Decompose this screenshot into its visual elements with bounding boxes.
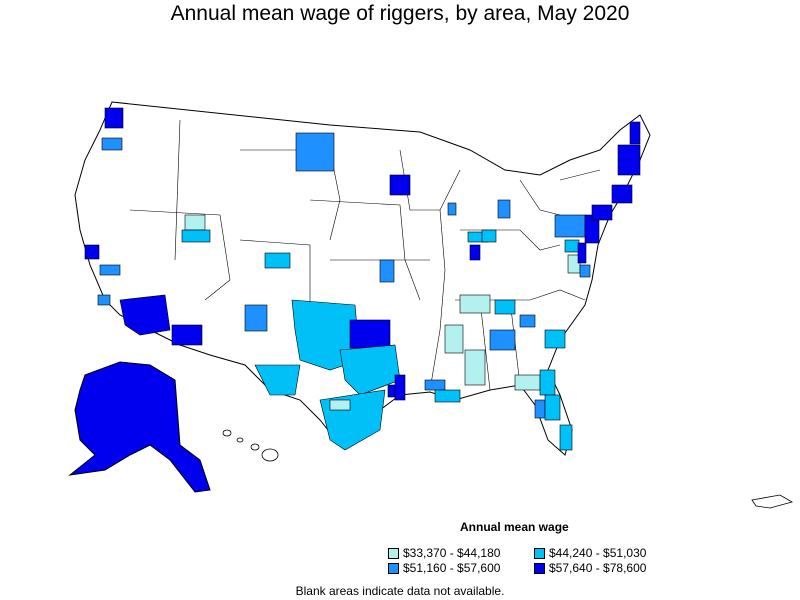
- legend-item-3: $51,160 - $57,600: [388, 561, 500, 575]
- area-sf: [84, 244, 100, 260]
- us-choropleth-map: [68, 101, 794, 509]
- area-kansas: [379, 259, 395, 283]
- area-nevada-arizona: [119, 294, 171, 336]
- legend-swatch-3: [388, 562, 399, 574]
- legend-item-4: $57,640 - $78,600: [534, 561, 646, 575]
- area-montana: [295, 132, 335, 172]
- area-tennessee-light: [459, 294, 491, 314]
- area-virginia2: [564, 239, 580, 253]
- area-florida-west: [534, 399, 546, 419]
- area-dallas: [349, 319, 391, 349]
- hawaii: [222, 429, 279, 462]
- area-portland: [101, 137, 123, 151]
- area-texas-east: [339, 344, 401, 396]
- area-seattle: [104, 107, 124, 129]
- area-jacksonville: [539, 369, 556, 396]
- area-texas-sw: [254, 364, 301, 396]
- legend-swatch-4: [534, 562, 545, 574]
- area-maine-north: [629, 121, 641, 145]
- area-maine: [617, 144, 641, 176]
- area-nc: [519, 314, 536, 328]
- wage-areas: [84, 107, 641, 451]
- area-virginia: [567, 254, 581, 274]
- area-chicago-light: [447, 202, 457, 216]
- area-sc: [544, 329, 566, 349]
- legend-item-2: $44,240 - $51,030: [534, 546, 646, 560]
- legend-swatch-2: [534, 547, 545, 559]
- area-ohio: [481, 229, 497, 243]
- area-alabama: [489, 329, 516, 351]
- area-texas-coast: [319, 389, 386, 451]
- area-boston: [611, 184, 633, 204]
- legend-label-3: $51,160 - $57,600: [403, 561, 501, 575]
- area-tennessee: [494, 299, 516, 315]
- area-florida-mid: [544, 394, 561, 421]
- puerto-rico: [751, 494, 794, 509]
- area-gulf: [424, 379, 446, 391]
- area-louisiana: [394, 374, 406, 401]
- legend-item-1: $33,370 - $44,180: [388, 546, 500, 560]
- legend-label-4: $57,640 - $78,600: [549, 561, 647, 575]
- area-idaho: [184, 214, 206, 231]
- legend-label-1: $33,370 - $44,180: [403, 546, 501, 560]
- legend-swatch-1: [388, 547, 399, 559]
- area-minneapolis: [389, 174, 411, 196]
- area-texas-light: [329, 399, 351, 411]
- area-utah: [181, 229, 211, 243]
- area-la: [97, 294, 111, 306]
- legend-title: Annual mean wage: [460, 520, 569, 534]
- area-gulf2: [434, 389, 461, 403]
- area-georgia-light: [514, 374, 541, 391]
- area-fresno: [99, 264, 121, 276]
- area-tucson: [171, 324, 203, 346]
- area-mississippi-light: [464, 349, 486, 386]
- area-indiana: [469, 244, 481, 261]
- map-title: Annual mean wage of riggers, by area, Ma…: [170, 2, 630, 25]
- blank-areas-note: Blank areas indicate data not available.: [295, 584, 505, 598]
- area-maryland: [579, 264, 591, 278]
- legend-label-2: $44,240 - $51,030: [549, 546, 647, 560]
- area-nj-de: [577, 242, 587, 264]
- area-nm: [244, 304, 268, 332]
- area-michigan: [497, 199, 511, 219]
- area-ny: [591, 204, 613, 221]
- area-florida-south: [559, 424, 573, 451]
- area-colorado: [264, 252, 291, 269]
- alaska: [68, 361, 211, 493]
- area-pa: [554, 214, 586, 238]
- area-arkansas-light: [444, 324, 464, 354]
